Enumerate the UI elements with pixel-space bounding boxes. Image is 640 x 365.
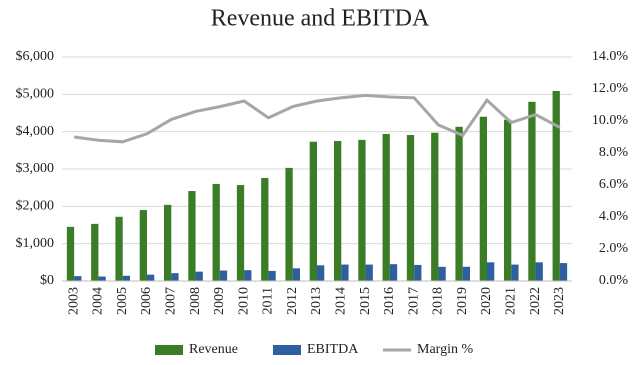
bar (244, 270, 252, 281)
bar (195, 271, 203, 281)
bar (268, 270, 276, 281)
y2-tick-label: 14.0% (592, 49, 629, 64)
y2-tick-label: 2.0% (599, 241, 629, 256)
y2-tick-label: 0.0% (599, 273, 629, 288)
bar (455, 126, 463, 282)
bar (188, 191, 196, 281)
y-tick-label: $3,000 (16, 161, 55, 176)
bar (261, 177, 269, 281)
bar (74, 276, 82, 281)
legend-swatch (273, 345, 301, 355)
x-tick-label: 2020 (479, 287, 494, 315)
bar (91, 223, 99, 281)
x-tick-label: 2005 (115, 287, 130, 315)
x-tick-label: 2009 (212, 287, 227, 315)
legend-label: EBITDA (307, 342, 359, 357)
bar (212, 183, 220, 281)
y2-tick-label: 12.0% (592, 81, 629, 96)
bar (334, 141, 342, 281)
bar (365, 264, 373, 281)
y-tick-label: $1,000 (16, 236, 55, 251)
x-tick-label: 2022 (528, 287, 543, 315)
x-tick-label: 2012 (285, 287, 300, 315)
bar (559, 263, 568, 281)
bar (236, 185, 245, 281)
y2-tick-label: 4.0% (599, 209, 629, 224)
bar (504, 119, 512, 281)
x-tick-label: 2004 (91, 287, 106, 315)
x-tick-label: 2013 (309, 287, 324, 315)
bar (528, 101, 536, 281)
y-tick-label: $2,000 (16, 199, 55, 214)
x-tick-label: 2007 (164, 287, 179, 315)
x-tick-label: 2021 (504, 287, 519, 315)
x-tick-label: 2008 (188, 287, 203, 315)
bar (292, 268, 300, 281)
y2-tick-label: 10.0% (592, 113, 629, 128)
y-tick-label: $5,000 (16, 87, 55, 102)
bar (98, 276, 106, 281)
bar (487, 262, 495, 281)
bar (414, 264, 422, 281)
bar (479, 116, 487, 281)
x-tick-label: 2017 (406, 287, 421, 315)
bar (171, 273, 179, 281)
bar (139, 210, 147, 281)
x-tick-label: 2018 (431, 287, 446, 315)
bar (462, 266, 470, 281)
y2-tick-label: 8.0% (599, 145, 629, 160)
bar (115, 216, 123, 281)
x-tick-label: 2010 (236, 287, 251, 315)
bar (317, 265, 325, 281)
x-tick-label: 2016 (382, 287, 397, 315)
bar (382, 133, 390, 281)
bar (341, 264, 349, 281)
legend-label: Revenue (189, 342, 238, 357)
y2-tick-label: 6.0% (599, 177, 629, 192)
bar (164, 204, 172, 281)
bar (309, 141, 317, 281)
x-tick-label: 2019 (455, 287, 470, 315)
bar (438, 266, 446, 281)
x-tick-label: 2003 (66, 287, 81, 315)
bar (285, 167, 293, 281)
chart-title: Revenue and EBITDA (211, 6, 430, 32)
x-tick-label: 2015 (358, 287, 373, 315)
bar (122, 275, 130, 281)
y-tick-label: $4,000 (16, 124, 55, 139)
x-tick-label: 2006 (139, 287, 154, 315)
y-tick-label: $0 (40, 273, 54, 288)
bar (535, 262, 543, 281)
y-tick-label: $6,000 (16, 49, 55, 64)
bar (406, 135, 415, 281)
bar (66, 226, 75, 281)
x-tick-label: 2014 (334, 287, 349, 315)
bar (511, 264, 519, 281)
bar (552, 90, 560, 282)
bar (358, 139, 366, 281)
bar (389, 264, 398, 281)
legend-swatch (155, 345, 183, 355)
x-tick-label: 2023 (552, 287, 567, 315)
bar (219, 270, 228, 281)
bar (431, 132, 439, 281)
x-tick-label: 2011 (261, 287, 276, 314)
line-series (73, 93, 561, 144)
bar (147, 274, 155, 281)
legend-label: Margin % (417, 342, 473, 357)
